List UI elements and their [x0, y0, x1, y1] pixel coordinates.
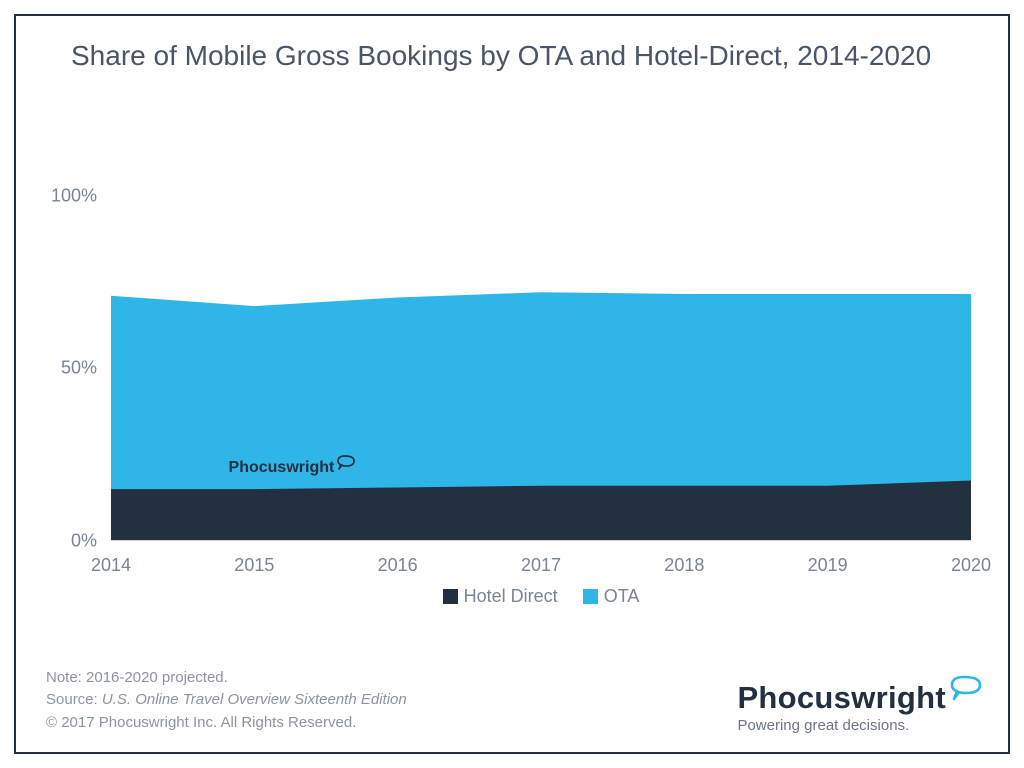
- watermark-text: Phocuswright: [229, 459, 335, 477]
- x-tick-label: 2018: [664, 541, 704, 576]
- x-tick-label: 2019: [808, 541, 848, 576]
- chart-card: Share of Mobile Gross Bookings by OTA an…: [14, 14, 1010, 754]
- legend: Hotel Direct OTA: [111, 586, 971, 609]
- x-tick-label: 2020: [951, 541, 991, 576]
- speech-bubble-icon: [336, 455, 356, 471]
- y-tick-label: 100%: [51, 185, 111, 206]
- x-tick-label: 2015: [234, 541, 274, 576]
- y-tick-label: 50%: [61, 358, 111, 379]
- source-title: U.S. Online Travel Overview Sixteenth Ed…: [102, 691, 407, 708]
- legend-item-hotel-direct: Hotel Direct: [443, 586, 558, 607]
- legend-label: Hotel Direct: [464, 586, 558, 607]
- x-tick-label: 2014: [91, 541, 131, 576]
- brand-row: Phocuswright: [737, 680, 982, 716]
- source-line: Source: U.S. Online Travel Overview Sixt…: [46, 689, 407, 712]
- x-tick-label: 2017: [521, 541, 561, 576]
- area-chart: [111, 161, 971, 541]
- legend-item-ota: OTA: [583, 586, 640, 607]
- footnote: Note: 2016-2020 projected.: [46, 667, 407, 690]
- chart-title: Share of Mobile Gross Bookings by OTA an…: [71, 38, 951, 73]
- plot-area: Phocuswright 0%50%100%201420152016201720…: [111, 161, 971, 541]
- legend-swatch: [583, 589, 598, 604]
- legend-label: OTA: [604, 586, 640, 607]
- copyright: © 2017 Phocuswright Inc. All Rights Rese…: [46, 712, 407, 735]
- speech-bubble-icon: [949, 675, 983, 702]
- legend-swatch: [443, 589, 458, 604]
- source-label: Source:: [46, 691, 102, 708]
- series-hotel-direct: [111, 481, 971, 541]
- brand-name: Phocuswright: [737, 680, 946, 716]
- watermark-logo: Phocuswright: [229, 459, 357, 477]
- brand-tagline: Powering great decisions.: [737, 717, 982, 734]
- x-tick-label: 2016: [378, 541, 418, 576]
- footer-notes: Note: 2016-2020 projected. Source: U.S. …: [46, 667, 407, 735]
- brand-logo: Phocuswright Powering great decisions.: [737, 680, 982, 734]
